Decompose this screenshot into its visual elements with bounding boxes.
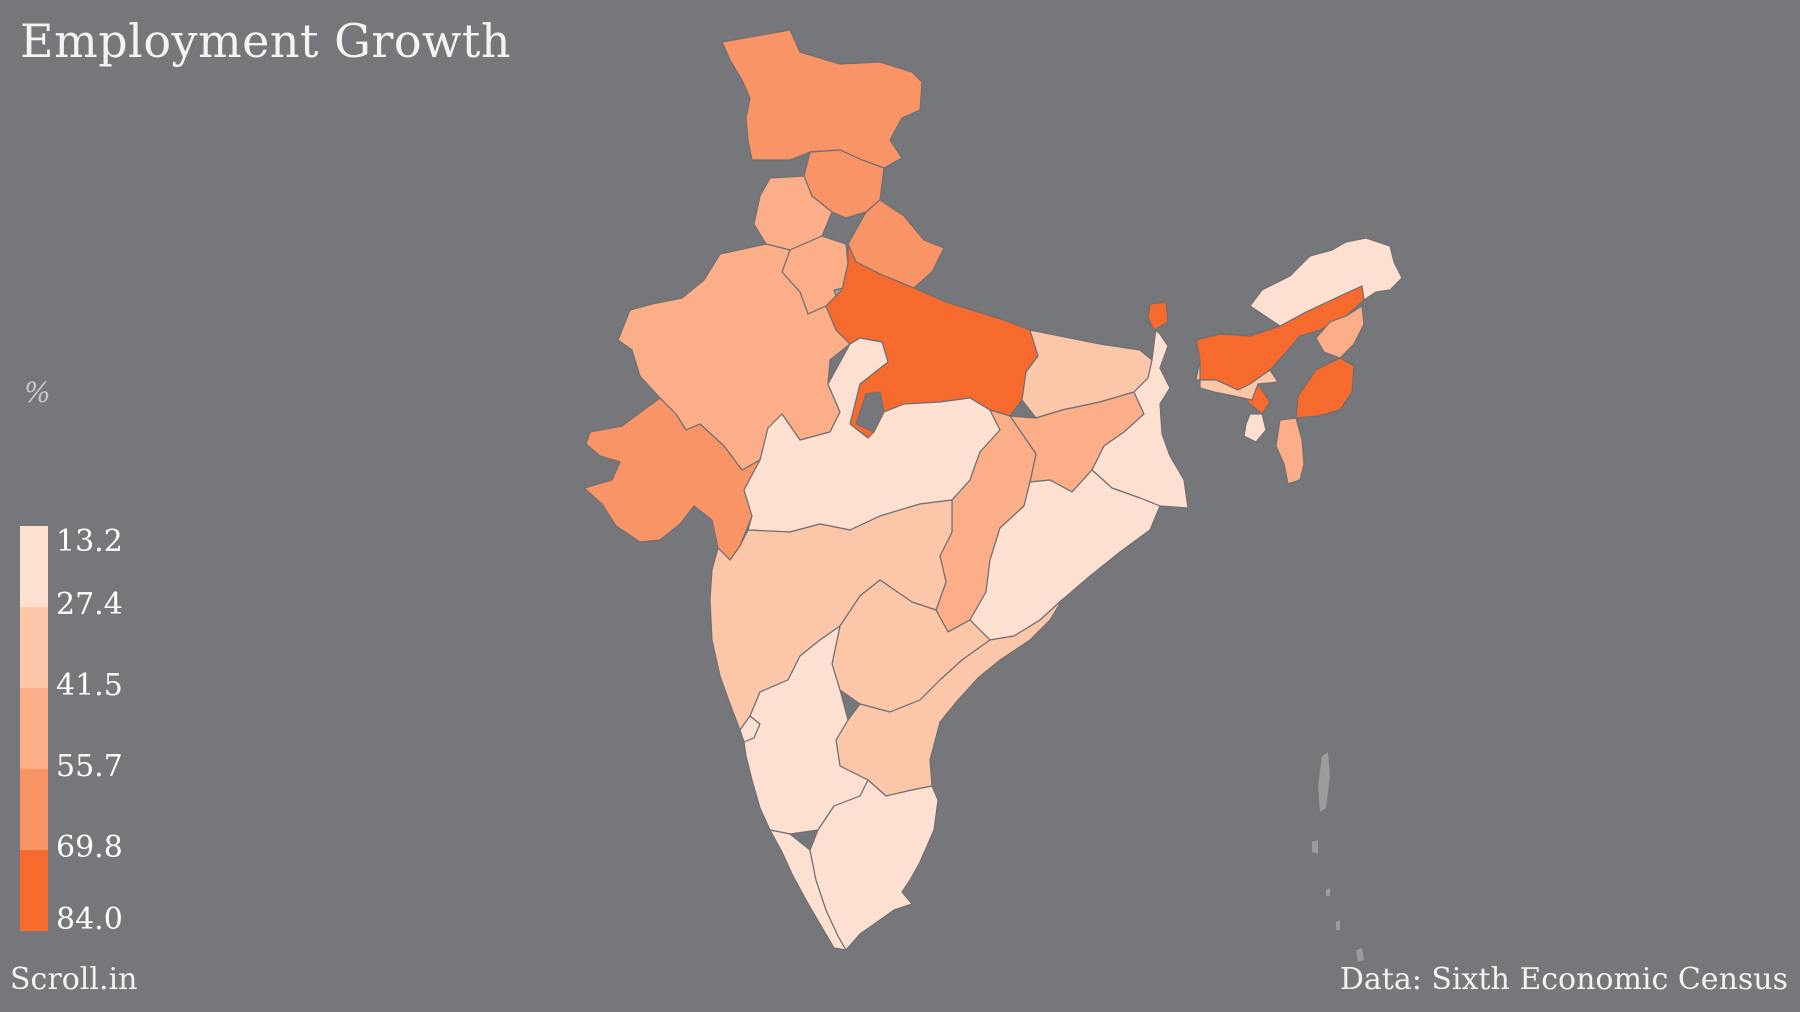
legend-swatch-1 (20, 526, 48, 607)
region-manipur[interactable] (1295, 357, 1355, 419)
region-mizoram[interactable] (1275, 417, 1305, 485)
legend-swatch-2 (20, 607, 48, 688)
legend-label-5: 69.8 (56, 830, 123, 865)
region-jammu-kashmir[interactable] (721, 29, 923, 169)
region-arunachal-pradesh[interactable] (1249, 237, 1403, 327)
region-andaman-nicobar (1312, 752, 1364, 962)
legend-label-6: 84.0 (56, 902, 123, 937)
region-odisha[interactable] (969, 469, 1161, 641)
region-sikkim[interactable] (1147, 301, 1169, 331)
region-tamil-nadu[interactable] (809, 779, 939, 951)
legend-label-4: 55.7 (56, 749, 123, 784)
legend-swatch-5 (20, 850, 48, 931)
legend-label-3: 41.5 (56, 668, 123, 703)
legend-label-1: 13.2 (56, 524, 123, 559)
legend-unit: % (24, 376, 51, 409)
publisher-credit: Scroll.in (10, 962, 138, 997)
legend-swatch-3 (20, 688, 48, 769)
map-title: Employment Growth (20, 14, 512, 68)
legend-color-bar (20, 526, 48, 931)
legend-label-2: 27.4 (56, 587, 123, 622)
region-meghalaya[interactable] (1195, 359, 1279, 401)
data-source-credit: Data: Sixth Economic Census (1339, 962, 1788, 997)
region-tripura[interactable] (1243, 413, 1267, 443)
legend-swatch-4 (20, 769, 48, 850)
region-nagaland[interactable] (1315, 305, 1365, 359)
